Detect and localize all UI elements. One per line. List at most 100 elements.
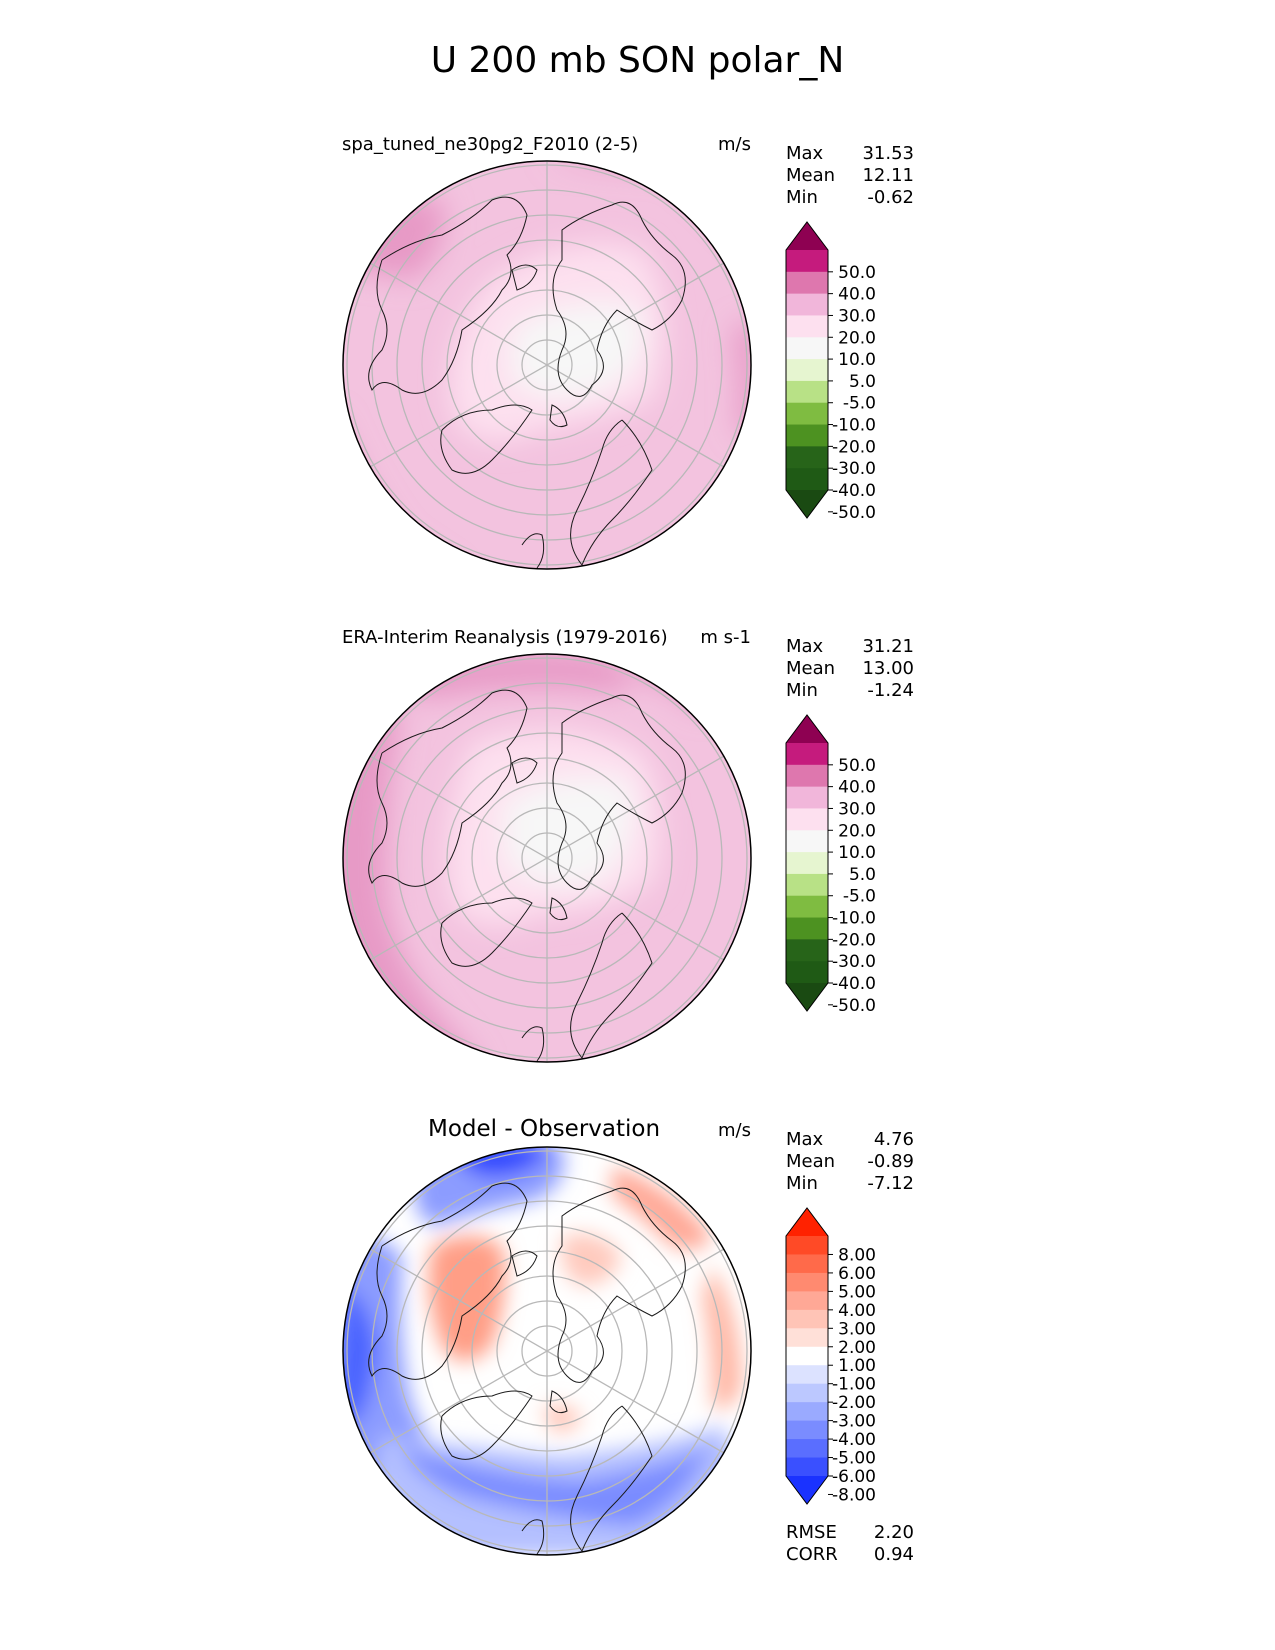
graticule bbox=[346, 161, 748, 569]
panel-3-extra-stats: RMSE 2.20 CORR 0.94 bbox=[786, 1522, 914, 1566]
colorbar-swatch bbox=[786, 873, 828, 897]
colorbar-swatch bbox=[786, 1402, 828, 1422]
colorbar-tick-label: -50.0 bbox=[832, 996, 876, 1016]
stat-value: -0.89 bbox=[867, 1151, 914, 1172]
stat-label: Min bbox=[786, 1173, 818, 1194]
panel-2-units: m s-1 bbox=[700, 627, 751, 648]
colorbar-tick-label: -5.0 bbox=[843, 394, 876, 414]
colorbar-tick-label: 50.0 bbox=[838, 756, 876, 776]
colorbar-swatch bbox=[786, 1346, 828, 1366]
colorbar-swatch bbox=[786, 852, 828, 875]
stat-label: Max bbox=[786, 143, 824, 164]
coastlines bbox=[368, 1182, 686, 1555]
positive-canada bbox=[561, 1233, 622, 1286]
colorbar-tick-label: 5.0 bbox=[849, 865, 876, 885]
colorbar-tick-label: -40.0 bbox=[832, 481, 876, 501]
colorbar-swatch bbox=[786, 468, 828, 491]
colorbar-tick-label: -10.0 bbox=[832, 909, 876, 929]
colorbar-swatch bbox=[786, 1236, 828, 1256]
positive-northeast bbox=[612, 1166, 712, 1250]
stat-value: -0.62 bbox=[867, 187, 914, 208]
colorbar-tick-label: 10.0 bbox=[838, 843, 876, 863]
colorbar-swatch bbox=[786, 895, 828, 919]
stat-value: -1.24 bbox=[867, 680, 914, 701]
colorbar-extend-top bbox=[786, 222, 828, 250]
panel-2-title: ERA-Interim Reanalysis (1979-2016) bbox=[342, 627, 668, 648]
panel-1-units: m/s bbox=[718, 134, 751, 155]
colorbar-swatch bbox=[786, 961, 828, 984]
colorbar-swatch bbox=[786, 939, 828, 962]
colorbar-tick-label: 30.0 bbox=[838, 799, 876, 819]
colorbar-tick-label: 10.0 bbox=[838, 350, 876, 370]
stat-label: Max bbox=[786, 1129, 824, 1150]
colorbar-swatch bbox=[786, 808, 828, 831]
colorbar-tick-label: 2.00 bbox=[838, 1338, 876, 1358]
colorbar-swatch bbox=[786, 917, 828, 940]
positive-atlantic bbox=[542, 1404, 582, 1432]
panel-2-polar-map bbox=[342, 653, 752, 1063]
colorbar-extend-top bbox=[786, 715, 828, 743]
colorbar-tick-label: 5.00 bbox=[838, 1282, 876, 1302]
stat-value: 31.53 bbox=[862, 143, 914, 164]
colorbar-tick-label: -30.0 bbox=[832, 952, 876, 972]
colorbar-tick-label: -20.0 bbox=[832, 930, 876, 950]
stat-value: 4.76 bbox=[873, 1129, 914, 1150]
colorbar-tick-label: 40.0 bbox=[838, 778, 876, 798]
colorbar-extend-bottom bbox=[786, 1476, 828, 1504]
colorbar-swatch bbox=[786, 764, 828, 788]
panel-1-polar-map bbox=[342, 160, 752, 570]
colorbar-tick-label: -50.0 bbox=[832, 503, 876, 523]
stat-value: 12.11 bbox=[862, 165, 914, 186]
colorbar-tick-label: 6.00 bbox=[838, 1264, 876, 1284]
panel-3-polar-map bbox=[342, 1146, 752, 1556]
figure-title: U 200 mb SON polar_N bbox=[430, 40, 845, 81]
colorbar-swatch bbox=[786, 271, 828, 295]
colorbar-tick-label: 1.00 bbox=[838, 1356, 876, 1376]
panel-2-colorbar: 50.040.030.020.010.05.0-5.0-10.0-20.0-30… bbox=[785, 714, 876, 1016]
panel-3-title: Model - Observation bbox=[428, 1116, 661, 1142]
colorbar-tick-label: -5.0 bbox=[843, 887, 876, 907]
colorbar-tick-label: -2.00 bbox=[832, 1393, 876, 1413]
colorbar-swatch bbox=[786, 743, 828, 766]
colorbar-swatch bbox=[786, 1439, 828, 1459]
colorbar-tick-label: -8.00 bbox=[832, 1485, 876, 1505]
colorbar-swatch bbox=[786, 446, 828, 469]
colorbar-swatch bbox=[786, 402, 828, 426]
colorbar-tick-label: 4.00 bbox=[838, 1301, 876, 1321]
colorbar-tick-label: 20.0 bbox=[838, 821, 876, 841]
colorbar-swatch bbox=[786, 337, 828, 360]
stat-value: -7.12 bbox=[867, 1173, 914, 1194]
calm-core bbox=[512, 303, 644, 398]
colorbar-tick-label: 3.00 bbox=[838, 1319, 876, 1339]
colorbar-tick-label: -30.0 bbox=[832, 459, 876, 479]
coastlines bbox=[368, 689, 686, 1062]
colorbar-swatch bbox=[786, 250, 828, 273]
colorbar-swatch bbox=[786, 1254, 828, 1274]
coastlines bbox=[368, 196, 686, 569]
colorbar-tick-label: -4.00 bbox=[832, 1430, 876, 1450]
colorbar-swatch bbox=[786, 1457, 828, 1477]
stat-label: Mean bbox=[786, 658, 836, 679]
colorbar-swatch bbox=[786, 1291, 828, 1311]
colorbar-swatch bbox=[786, 1365, 828, 1385]
colorbar-tick-label: -5.00 bbox=[832, 1449, 876, 1469]
stat-label: Max bbox=[786, 636, 824, 657]
colorbar-swatch bbox=[786, 359, 828, 382]
colorbar-swatch bbox=[786, 1309, 828, 1329]
stat-label: Mean bbox=[786, 1151, 836, 1172]
stat-label: Mean bbox=[786, 165, 836, 186]
panel-3-units: m/s bbox=[718, 1120, 751, 1141]
colorbar-tick-label: 20.0 bbox=[838, 328, 876, 348]
colorbar-swatch bbox=[786, 786, 828, 810]
colorbar-swatch bbox=[786, 1328, 828, 1348]
stat-value: 0.94 bbox=[873, 1544, 914, 1565]
colorbar-swatch bbox=[786, 830, 828, 853]
colorbar-tick-label: 5.0 bbox=[849, 372, 876, 392]
colorbar-tick-label: -20.0 bbox=[832, 437, 876, 457]
colorbar-extend-top bbox=[786, 1208, 828, 1236]
colorbar-tick-label: -40.0 bbox=[832, 974, 876, 994]
colorbar-swatch bbox=[786, 315, 828, 338]
colorbar-tick-label: -6.00 bbox=[832, 1467, 876, 1487]
colorbar-swatch bbox=[786, 1383, 828, 1403]
panel-3-stats: Max 4.76 Mean -0.89 Min -7.12 bbox=[786, 1129, 914, 1195]
